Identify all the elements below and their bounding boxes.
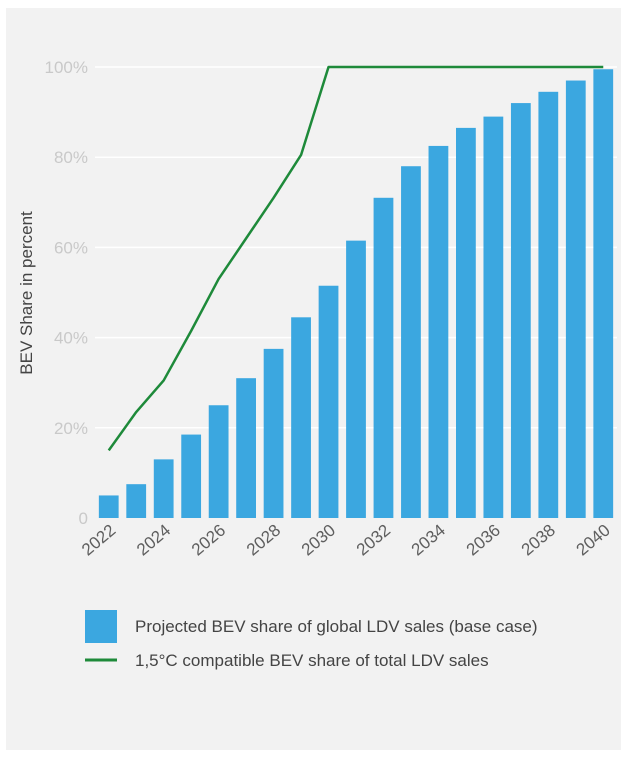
x-tick-label: 2024: [133, 521, 174, 560]
x-tick-label: 2032: [353, 521, 394, 560]
bar: [153, 459, 174, 518]
bar: [291, 317, 311, 518]
bar: [236, 378, 256, 518]
bar: [346, 240, 366, 518]
bar: [318, 285, 339, 518]
y-tick-label: 100%: [45, 58, 88, 77]
x-tick-label: 2028: [243, 521, 284, 560]
bar: [263, 348, 284, 518]
y-tick-label: 60%: [54, 238, 88, 257]
x-tick-label: 2034: [408, 521, 449, 560]
legend-label-bar: Projected BEV share of global LDV sales …: [135, 617, 538, 636]
y-tick-label: 0: [79, 509, 88, 528]
y-axis-ticks: 0 20% 40% 60% 80% 100%: [45, 58, 88, 528]
y-tick-label: 80%: [54, 148, 88, 167]
x-tick-label: 2038: [518, 521, 559, 560]
x-axis-ticks: 2022 2024 2026 2028 2030 2032 2034 2036 2038 2040: [78, 521, 614, 560]
x-tick-label: 2026: [188, 521, 229, 560]
bar: [208, 405, 229, 518]
legend: Projected BEV share of global LDV sales …: [85, 610, 538, 670]
bar: [456, 127, 476, 518]
bar: [181, 434, 202, 518]
y-axis-label: BEV Share in percent: [17, 211, 36, 375]
y-tick-label: 40%: [54, 329, 88, 348]
line-series: [107, 65, 604, 452]
x-tick-label: 2036: [463, 521, 504, 560]
bar: [565, 80, 586, 518]
bar: [538, 91, 559, 519]
bar: [401, 166, 421, 518]
bar: [510, 103, 531, 518]
bar: [126, 484, 147, 518]
bar: [483, 116, 504, 519]
line-1-5c-compatible: [107, 65, 604, 452]
legend-swatch-bar: [85, 610, 117, 643]
bar: [428, 145, 449, 519]
bar: [98, 495, 119, 518]
bars: [98, 69, 614, 519]
y-tick-label: 20%: [54, 419, 88, 438]
bar: [593, 69, 614, 518]
legend-label-line: 1,5°C compatible BEV share of total LDV …: [135, 651, 489, 670]
bar: [373, 197, 394, 519]
x-tick-label: 2030: [298, 521, 339, 560]
x-tick-label: 2040: [573, 521, 614, 560]
